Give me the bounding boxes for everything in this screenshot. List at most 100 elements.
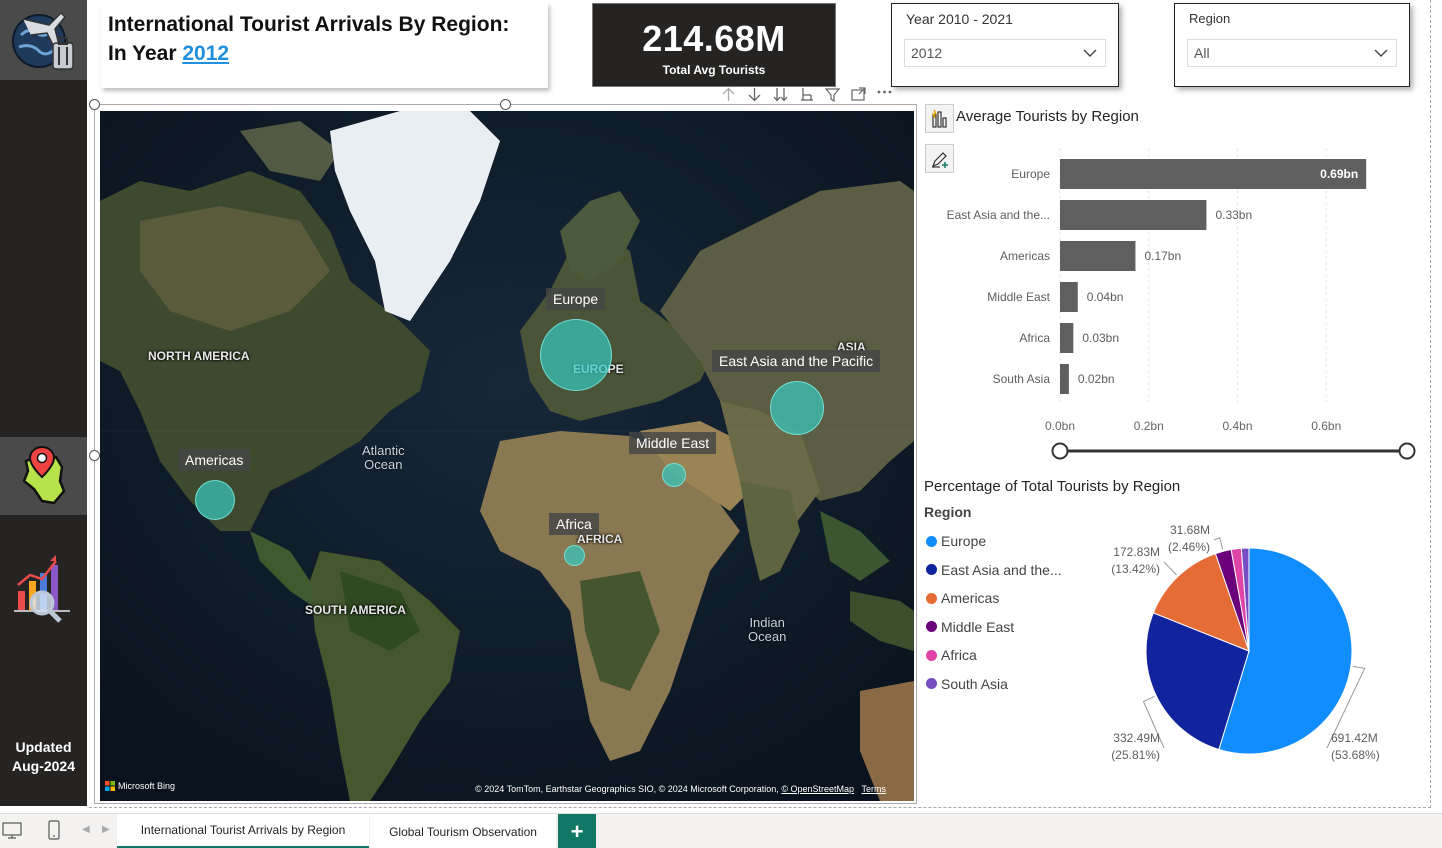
country-map-pin-icon	[21, 445, 65, 505]
bar-value-label: 0.69bn	[1320, 167, 1358, 181]
bar-value-label: 0.04bn	[1087, 290, 1124, 304]
attribution-text: © 2024 TomTom, Earthstar Geographics SIO…	[475, 784, 782, 794]
ocean-label-line: Ocean	[748, 629, 787, 644]
more-options-icon[interactable]	[876, 86, 893, 103]
desktop-layout-icon[interactable]	[2, 822, 22, 840]
bar-category-label: Middle East	[987, 290, 1050, 304]
legend-item[interactable]: East Asia and the...	[924, 556, 1062, 585]
legend-item[interactable]: Europe	[924, 527, 1062, 556]
pie-slice[interactable]	[1218, 547, 1353, 755]
zoom-slider-handle[interactable]	[1051, 442, 1069, 460]
pie-chart-title: Percentage of Total Tourists by Region	[924, 478, 1181, 495]
bar-value-label: 0.17bn	[1144, 249, 1181, 263]
filter-icon[interactable]	[824, 86, 841, 103]
updated-date: Aug-2024	[11, 758, 76, 774]
zoom-slider-handle[interactable]	[1398, 442, 1416, 460]
continent-label-africa: AFRICA	[577, 532, 623, 546]
legend-item[interactable]: South Asia	[924, 670, 1062, 699]
map-bubble-europe[interactable]	[540, 319, 612, 391]
map-bubble-label-europe: Europe	[546, 288, 606, 310]
world-map[interactable]: NORTH AMERICA SOUTH AMERICA EUROPE AFRIC…	[100, 111, 914, 801]
legend-label: Africa	[941, 647, 977, 664]
map-page-button[interactable]	[0, 437, 87, 515]
bar[interactable]	[1060, 323, 1074, 353]
subtitle-prefix: In Year	[108, 42, 183, 65]
build-visual-button[interactable]	[925, 104, 954, 133]
travel-globe-luggage-icon	[11, 11, 74, 70]
pie-slice[interactable]	[1240, 547, 1250, 652]
focus-mode-icon[interactable]	[850, 86, 867, 103]
bar-category-label: East Asia and the...	[947, 208, 1050, 222]
microsoft-logo-icon	[105, 781, 115, 791]
legend-item[interactable]: Middle East	[924, 613, 1062, 642]
bar-x-tick-label: 0.6bn	[1311, 419, 1341, 433]
kpi-card: 214.68M Total Avg Tourists	[592, 3, 836, 87]
travel-logo-button[interactable]	[0, 0, 87, 80]
page-tab-bar: ◀ ▶ International Tourist Arrivals by Re…	[0, 813, 1442, 848]
map-bubble-label-east-asia: East Asia and the Pacific	[712, 350, 881, 372]
map-bubble-americas[interactable]	[195, 480, 235, 520]
bar-chart[interactable]: 0.0bn 0.2bn 0.4bn 0.6bn Europe 0.69bn East Asi…	[924, 140, 1424, 470]
pie-data-label: 691.42M	[1331, 731, 1378, 745]
satellite-basemap	[100, 111, 914, 801]
resize-handle[interactable]	[89, 99, 100, 110]
map-bubble-label-africa: Africa	[549, 513, 599, 535]
ocean-label-line: Indian	[749, 615, 785, 630]
map-bubble-africa[interactable]	[564, 545, 585, 566]
bar[interactable]	[1060, 200, 1207, 230]
page-subtitle: In Year 2012	[108, 39, 541, 68]
tab-tourist-arrivals[interactable]: International Tourist Arrivals by Region	[117, 814, 369, 848]
pie-chart[interactable]: 691.42M (53.68%) 332.49M (25.81%) 172.83M (13…	[1090, 515, 1420, 775]
ocean-label-line: Atlantic	[362, 443, 405, 458]
legend-item[interactable]: Americas	[924, 584, 1062, 613]
pie-data-percent: (13.42%)	[1111, 562, 1160, 576]
legend-item[interactable]: Africa	[924, 641, 1062, 670]
year-dropdown[interactable]: 2012	[904, 39, 1106, 67]
kpi-value: 214.68M	[642, 18, 786, 59]
bar[interactable]	[1060, 282, 1078, 312]
terms-link[interactable]: Terms	[861, 784, 887, 794]
pie-slice[interactable]	[1152, 552, 1250, 652]
map-bubble-east-asia[interactable]	[770, 381, 824, 435]
resize-handle[interactable]	[89, 450, 100, 461]
openstreetmap-link[interactable]: © OpenStreetMap	[781, 784, 854, 794]
scroll-left-icon[interactable]: ◀	[82, 824, 90, 835]
drill-down-icon[interactable]	[746, 86, 763, 103]
year-slicer-label: Year 2010 - 2021	[906, 11, 1013, 27]
legend-label: South Asia	[941, 675, 1008, 692]
bar-x-tick-label: 0.4bn	[1222, 419, 1252, 433]
map-attribution: © 2024 TomTom, Earthstar Geographics SIO…	[475, 784, 886, 794]
pie-slice[interactable]	[1145, 612, 1250, 751]
year-dropdown-value: 2012	[911, 45, 943, 61]
add-page-button[interactable]: +	[558, 814, 596, 848]
chevron-down-icon	[1374, 49, 1388, 57]
drill-up-icon[interactable]	[720, 86, 737, 103]
region-dropdown[interactable]: All	[1187, 39, 1397, 67]
tab-global-tourism[interactable]: Global Tourism Observation	[370, 814, 556, 848]
pie-legend: Europe East Asia and the... Americas Middle…	[924, 527, 1062, 698]
selected-year-text: 2012	[182, 42, 230, 65]
bar-category-label: Europe	[1011, 167, 1050, 181]
pie-data-percent: (53.68%)	[1331, 748, 1380, 762]
format-visual-button[interactable]	[925, 144, 954, 173]
scroll-right-icon[interactable]: ▶	[102, 824, 110, 835]
legend-label: Americas	[941, 590, 1000, 607]
mobile-layout-icon[interactable]	[47, 820, 61, 840]
expand-next-level-icon[interactable]	[772, 86, 789, 103]
bing-text: Microsoft Bing	[118, 781, 176, 791]
pie-leader-line	[1163, 561, 1177, 576]
bar[interactable]	[1060, 241, 1136, 271]
build-visual-icon	[931, 109, 947, 128]
legend-marker	[926, 535, 937, 547]
map-bubble-middle-east[interactable]	[662, 463, 686, 487]
analysis-page-button[interactable]	[0, 545, 87, 630]
pie-leader-line	[1213, 537, 1224, 550]
bar[interactable]	[1060, 159, 1367, 189]
bar[interactable]	[1060, 364, 1069, 394]
expand-hierarchy-icon[interactable]	[798, 86, 815, 103]
legend-marker	[926, 564, 937, 576]
region-slicer-label: Region	[1189, 11, 1231, 26]
resize-handle[interactable]	[500, 99, 511, 110]
bar-x-tick-label: 0.0bn	[1045, 419, 1075, 433]
